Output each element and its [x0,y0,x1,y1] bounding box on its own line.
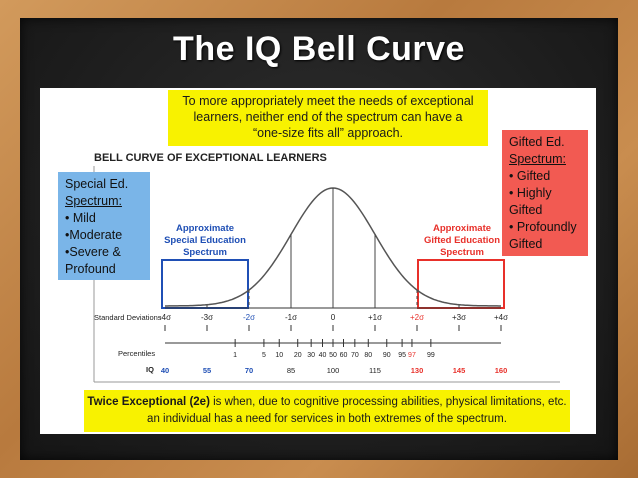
gifted-range-line-2: Gifted Education [424,235,500,246]
sd-tick-label: 0 [331,313,336,322]
footer-bold-term: Twice Exceptional (2e) [87,396,210,408]
footer-line-1: Twice Exceptional (2e) is when, due to c… [84,394,570,411]
percentile-label: 70 [351,352,359,359]
iq-value-label: 40 [161,366,169,375]
sd-tick-label: +3σ [452,313,466,322]
special-box-item: Profound [65,262,116,276]
percentile-label: 20 [294,352,302,359]
special-box-item: •Moderate [65,228,123,242]
chart-heading: BELL CURVE OF EXCEPTIONAL LEARNERS [94,152,327,164]
percentile-label: 5 [262,352,266,359]
gifted-box-title-1: Gifted Ed. [509,135,565,149]
special-range-line-1: Approximate [176,223,234,234]
gifted-box-item: Gifted [509,237,543,251]
percentile-label: 50 [329,352,337,359]
iq-value-label: 70 [245,366,253,375]
sd-tick-label: -1σ [285,313,297,322]
special-box-title-2: Spectrum: [65,194,122,208]
iq-value-label: 130 [411,366,424,375]
gifted-box-item: • Profoundly [509,220,577,234]
special-box-item: •Severe & [65,245,121,259]
percentile-label: 40 [319,352,327,359]
sd-tick-label: +2σ [410,313,424,322]
special-box-item: • Mild [65,211,96,225]
twice-exceptional-note: Twice Exceptional (2e) is when, due to c… [84,390,570,432]
special-box-title-1: Special Ed. [65,177,129,191]
percentile-label: 97 [408,352,416,359]
special-ed-range-box [161,259,249,309]
percentile-label: 30 [307,352,315,359]
iq-value-label: 85 [287,366,295,375]
sd-axis-label: Standard Deviations [94,313,162,322]
gifted-box-item: Gifted [509,203,543,217]
iq-value-label: 160 [495,366,508,375]
gifted-range-line-1: Approximate [433,223,491,234]
sd-tick-label: +4σ [494,313,508,322]
footer-line-2: an individual has a need for services in… [147,413,507,425]
sd-tick-label: -4σ [159,313,171,322]
special-range-line-2: Special Education [164,235,246,246]
percentile-label: 60 [340,352,348,359]
iq-value-label: 145 [453,366,466,375]
percentile-label: 80 [364,352,372,359]
sd-tick-label: -2σ [243,313,255,322]
iq-value-label: 115 [369,366,381,375]
bell-curve-marks: -4σ -3σ -2σ -1σ 0 +1σ +2σ +3σ +4σ1 5 10 20 30 40 50 60 7… [159,187,508,375]
intro-line-2: learners, neither end of the spectrum ca… [193,110,463,124]
percentile-label: 1 [233,352,237,359]
iq-value-label: 55 [203,366,211,375]
gifted-ed-spectrum-box: Gifted Ed. Spectrum: • Gifted • Highly G… [502,130,588,256]
iq-axis-label: IQ [146,365,154,374]
special-range-line-3: Spectrum [183,247,227,258]
gifted-ed-range-box [417,259,505,309]
percentile-label: 10 [275,352,283,359]
gifted-box-title-2: Spectrum: [509,152,566,166]
special-ed-spectrum-box: Special Ed. Spectrum: • Mild •Moderate •… [58,172,150,280]
gifted-box-item: • Gifted [509,169,551,183]
intro-note: To more appropriately meet the needs of … [168,90,488,146]
intro-line-1: To more appropriately meet the needs of … [182,94,474,108]
gifted-range-line-3: Spectrum [440,247,484,258]
slide-title: The IQ Bell Curve [173,30,465,68]
percentile-label: 90 [383,352,391,359]
sd-tick-label: +1σ [368,313,382,322]
gifted-box-item: • Highly [509,186,552,200]
footer-line-1-rest: is when, due to cognitive processing abi… [209,396,567,408]
percentile-label: 95 [398,352,406,359]
percentile-axis-label: Percentiles [118,349,155,358]
iq-value-label: 100 [327,366,340,375]
intro-line-3: “one-size fits all” approach. [252,126,404,140]
sd-tick-label: -3σ [201,313,213,322]
percentile-label: 99 [427,352,435,359]
